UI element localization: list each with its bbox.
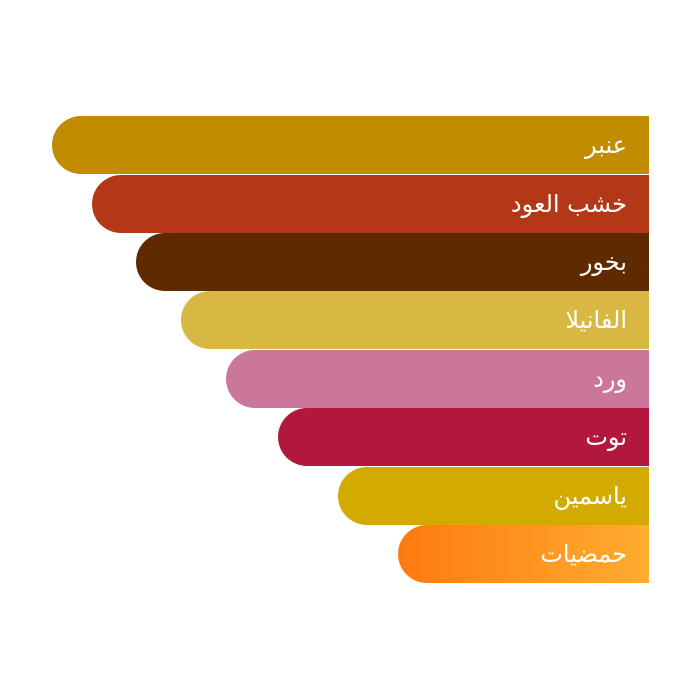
note-label-oud-wood: خشب العود — [510, 190, 627, 218]
note-bar-berry: توت — [278, 408, 649, 466]
note-label-rose: ورد — [593, 365, 627, 393]
note-bar-citrus: حمضيات — [398, 525, 649, 583]
note-label-berry: توت — [585, 423, 627, 451]
note-bar-oud-wood: خشب العود — [92, 175, 649, 233]
note-bar-amber: عنبر — [52, 116, 649, 174]
note-bar-jasmine: ياسمين — [338, 467, 649, 525]
note-label-amber: عنبر — [584, 131, 627, 159]
note-label-vanilla: الفانيلا — [565, 306, 627, 334]
note-label-incense: بخور — [580, 248, 627, 276]
note-bar-rose: ورد — [226, 350, 649, 408]
note-bar-incense: بخور — [136, 233, 649, 291]
note-bar-vanilla: الفانيلا — [181, 291, 649, 349]
note-label-citrus: حمضيات — [540, 540, 627, 568]
note-label-jasmine: ياسمين — [553, 482, 628, 510]
